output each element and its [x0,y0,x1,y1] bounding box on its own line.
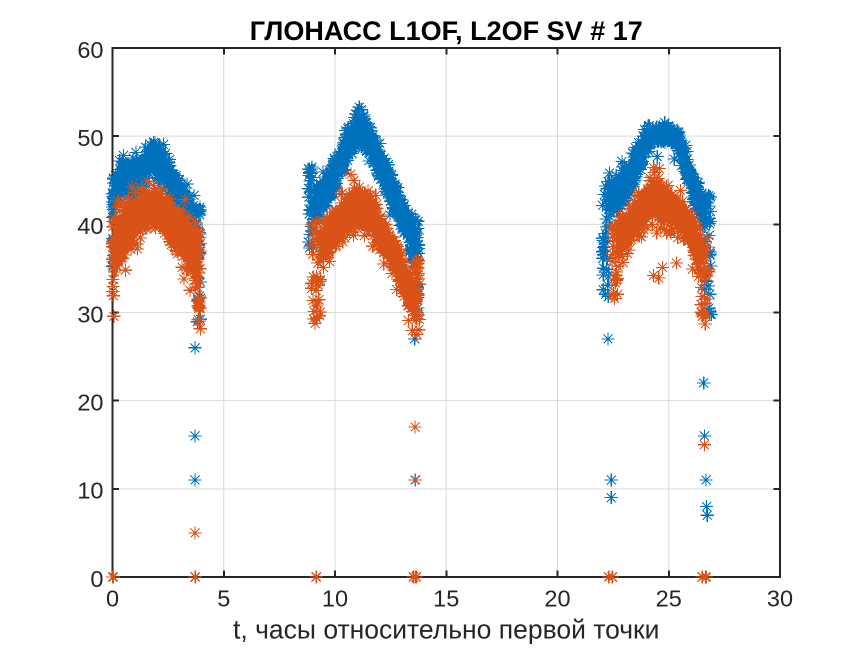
svg-text:50: 50 [77,125,103,151]
svg-text:ГЛОНАСС L1OF, L2OF SV # 17: ГЛОНАСС L1OF, L2OF SV # 17 [250,16,643,46]
svg-text:15: 15 [433,586,459,612]
svg-text:40: 40 [77,213,103,239]
svg-text:t, часы относительно первой то: t, часы относительно первой точки [233,615,659,645]
svg-text:20: 20 [544,586,570,612]
svg-text:30: 30 [767,586,793,612]
svg-text:20: 20 [77,389,103,415]
svg-text:0: 0 [106,586,119,612]
svg-text:10: 10 [322,586,348,612]
svg-text:25: 25 [656,586,682,612]
svg-text:60: 60 [77,37,103,63]
svg-text:5: 5 [217,586,230,612]
svg-text:30: 30 [77,301,103,327]
svg-text:10: 10 [77,478,103,504]
svg-text:0: 0 [90,566,103,592]
